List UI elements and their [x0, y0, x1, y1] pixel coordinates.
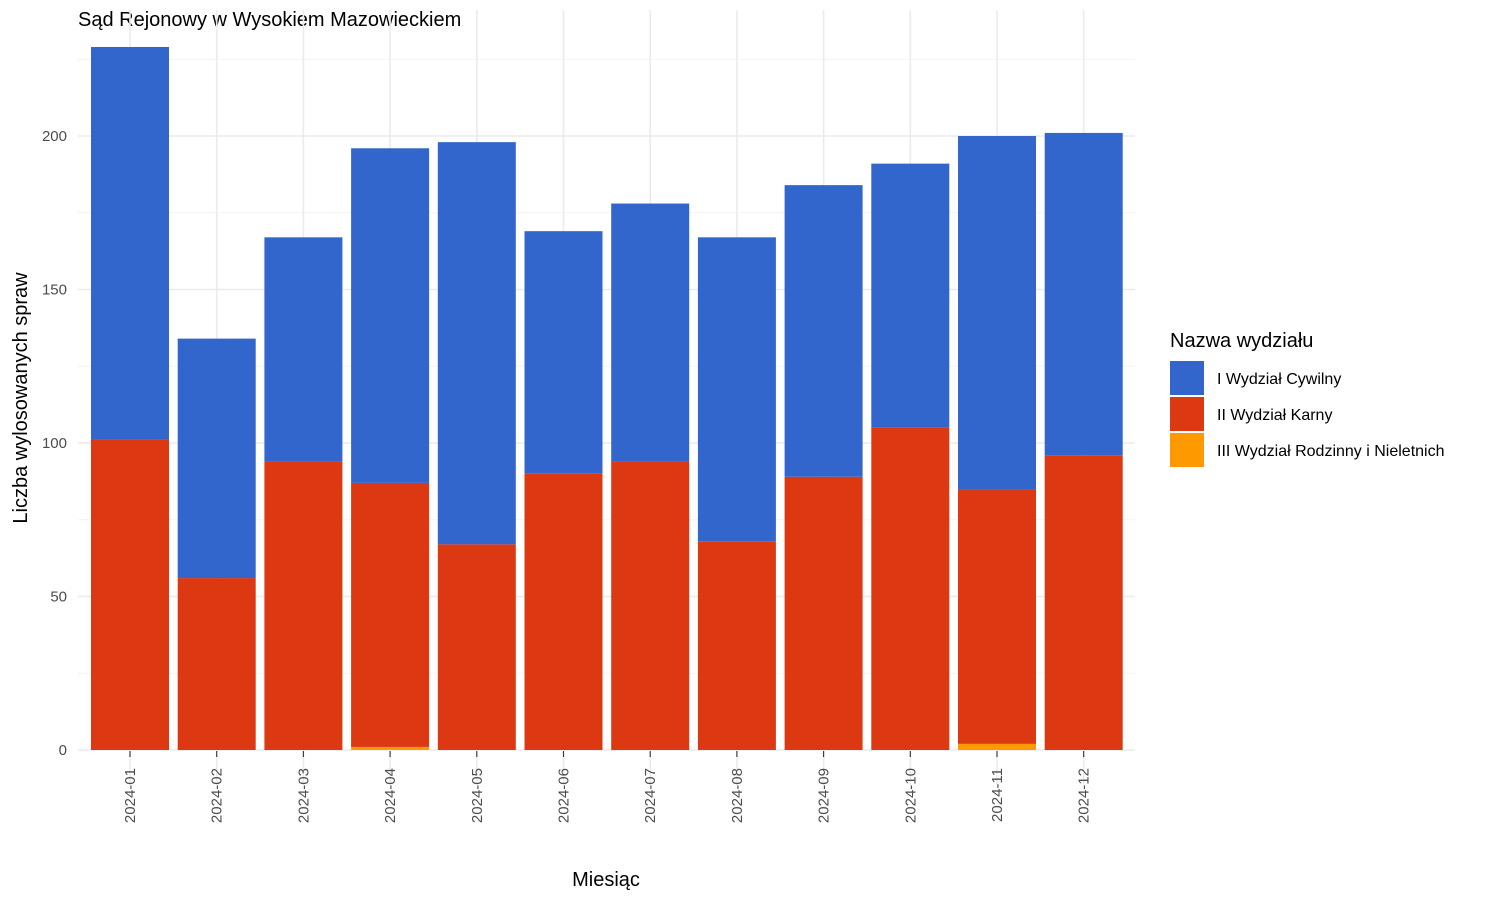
- bar-segment: [351, 482, 430, 747]
- y-tick-label: 200: [42, 128, 67, 145]
- y-tick-label: 0: [59, 742, 67, 759]
- legend-label: III Wydział Rodzinny i Nieletnich: [1217, 443, 1445, 460]
- bar-segment: [1044, 132, 1123, 456]
- x-tick-label: 2024-11: [989, 768, 1006, 822]
- bar-segment: [871, 163, 950, 428]
- bar-segment: [784, 476, 863, 750]
- bar-segment: [264, 461, 343, 750]
- bar-segment: [264, 237, 343, 462]
- bar-segment: [611, 203, 690, 462]
- x-tick-label: 2024-01: [122, 768, 139, 823]
- x-tick-label: 2024-07: [642, 768, 659, 823]
- bar-segment: [1044, 455, 1123, 750]
- bar-segment: [697, 237, 776, 542]
- bar-segment: [91, 439, 169, 750]
- x-tick-label: 2024-08: [729, 768, 746, 823]
- bar-segment: [437, 544, 516, 750]
- legend-label: II Wydział Karny: [1217, 407, 1332, 424]
- x-tick-label: 2024-02: [209, 768, 226, 823]
- x-tick-label: 2024-04: [382, 768, 399, 823]
- bar-segment: [611, 461, 690, 750]
- bar-segment: [958, 136, 1036, 490]
- bar-segment: [871, 427, 950, 750]
- bar-segment: [177, 338, 256, 579]
- bar-segment: [524, 231, 603, 474]
- bar-segment: [91, 46, 169, 440]
- x-axis-title: Miesiąc: [572, 869, 640, 891]
- bar-segment: [437, 142, 516, 545]
- bar-segment: [784, 185, 863, 477]
- y-axis-ticks: 0 50 100 150 200: [42, 128, 67, 759]
- legend-swatch: [1170, 397, 1204, 431]
- legend-swatch: [1170, 361, 1204, 395]
- x-axis-ticks: 2024-01 2024-02 2024-03 2024-04 2024-05 2024-…: [122, 751, 1093, 823]
- bar-segment: [958, 489, 1036, 744]
- bar-segment: [524, 473, 603, 750]
- y-tick-label: 150: [42, 282, 67, 299]
- chart-title: Sąd Rejonowy w Wysokiem Mazowieckiem: [78, 9, 461, 31]
- bar-segment: [351, 746, 430, 750]
- x-tick-label: 2024-03: [295, 768, 312, 823]
- legend-title: Nazwa wydziału: [1170, 330, 1313, 352]
- x-tick-label: 2024-06: [556, 768, 573, 823]
- bar-segment: [177, 578, 256, 750]
- y-tick-label: 100: [42, 435, 67, 452]
- legend: Nazwa wydziału I Wydział Cywilny II Wydzi…: [1170, 330, 1445, 467]
- bars: [91, 46, 1123, 750]
- y-axis-title: Liczba wylosowanych spraw: [10, 272, 32, 524]
- legend-swatch: [1170, 433, 1204, 467]
- legend-label: I Wydział Cywilny: [1217, 371, 1341, 388]
- bar-segment: [958, 743, 1036, 750]
- bar-segment: [697, 541, 776, 750]
- x-tick-label: 2024-12: [1076, 768, 1093, 823]
- x-tick-label: 2024-10: [902, 768, 919, 823]
- x-tick-label: 2024-09: [816, 768, 833, 823]
- y-tick-label: 50: [50, 589, 67, 606]
- bar-segment: [351, 148, 430, 483]
- x-tick-label: 2024-05: [469, 768, 486, 823]
